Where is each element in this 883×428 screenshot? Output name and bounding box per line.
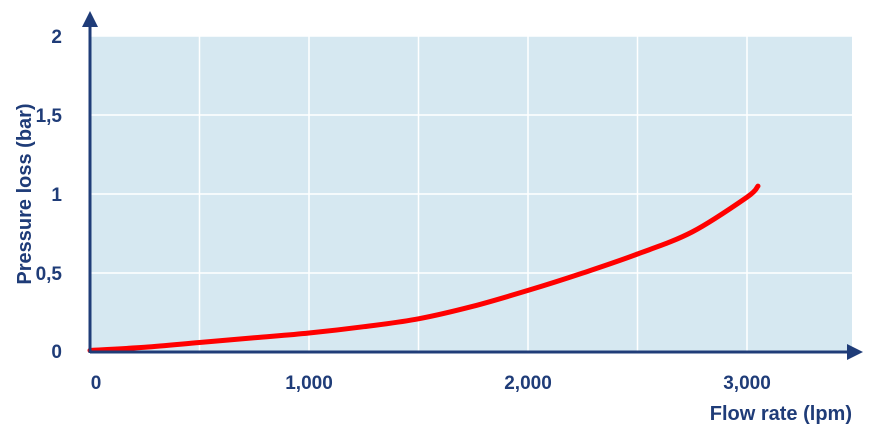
x-tick-label: 2,000 [504,373,552,394]
y-tick-label: 0 [51,342,62,363]
series-layer [87,183,761,353]
y-tick-label: 2 [51,27,62,48]
x-axis-arrow-icon [847,344,863,360]
x-tick-label: 1,000 [285,373,333,394]
x-axis-title: Flow rate (lpm) [710,403,852,425]
y-tick-label: 1 [51,185,62,206]
y-axis-title: Pressure loss (bar) [14,103,36,284]
y-axis-arrow-icon [82,11,98,27]
x-tick-label: 0 [91,373,102,394]
axes [82,11,863,360]
gridlines [90,35,852,352]
y-tick-label: 1,5 [36,106,63,127]
tick-labels: 0 1,000 2,000 3,000 0 0,5 1 1,5 2 [36,27,771,394]
x-tick-label: 3,000 [723,373,771,394]
series-line [87,183,761,353]
y-tick-label: 0,5 [36,264,63,285]
